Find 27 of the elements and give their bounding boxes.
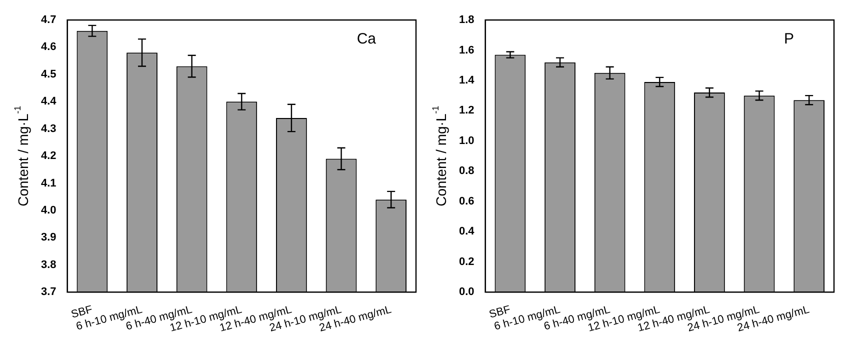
y-tick-label: 1.0: [458, 134, 474, 147]
y-tick-label: 4.6: [40, 41, 56, 54]
y-axis-title: Content / mg·L-1: [430, 106, 449, 206]
y-tick-label: 0.6: [458, 195, 474, 208]
annotation: P: [784, 30, 794, 48]
y-tick-label: 0.4: [458, 226, 476, 238]
y-tick-label: 0.8: [458, 165, 474, 178]
y-tick-label: 0.0: [458, 286, 474, 298]
y-tick-label: 3.8: [40, 258, 56, 271]
y-tick-label: 1.8: [458, 14, 474, 26]
y-tick-label: 1.2: [458, 104, 474, 117]
y-tick-label: 4.1: [40, 177, 56, 190]
y-tick-label: 4.7: [40, 14, 56, 26]
y-tick-label: 4.0: [40, 204, 56, 217]
y-tick-label: 3.7: [40, 286, 56, 298]
y-tick-label: 1.6: [458, 44, 474, 56]
x-tick-label: SBF: [70, 304, 94, 321]
y-tick-label: 3.9: [40, 232, 56, 244]
annotation: Ca: [356, 30, 377, 48]
y-tick-label: 1.4: [458, 74, 476, 86]
y-tick-label: 4.4: [40, 96, 58, 108]
y-tick-label: 4.3: [40, 122, 56, 135]
y-tick-label: 4.5: [40, 68, 56, 80]
y-axis-title: Content / mg·L-1: [12, 106, 31, 206]
y-tick-label: 4.2: [40, 150, 56, 162]
y-tick-label: 0.2: [458, 256, 474, 268]
x-tick-label: SBF: [488, 304, 512, 321]
